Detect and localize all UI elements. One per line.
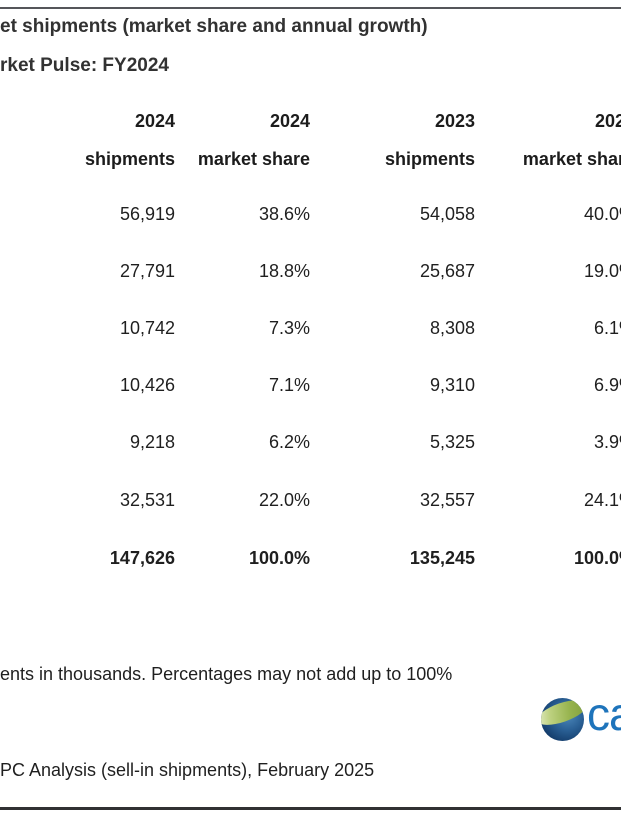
- shipments-2024-cell: 9,218: [129, 432, 175, 452]
- shipments-2023-cell: 25,687: [419, 261, 475, 281]
- shipments-2023-cell: 54,058: [419, 204, 475, 224]
- canalys-globe-icon: [541, 698, 584, 741]
- shipments-2024-cell: 10,742: [119, 318, 175, 338]
- col2-year-header: 2024: [269, 111, 310, 131]
- shipments-2023-cell: 5,325: [429, 432, 475, 452]
- shipments-2024-cell: 32,531: [119, 490, 175, 510]
- table-row: 27,791 18.8% 25,687 19.0%: [0, 260, 621, 282]
- total-share-2023-cell: 100.0%: [573, 548, 621, 568]
- canalys-logo: ca: [541, 688, 621, 746]
- col3-label-header: shipments: [384, 149, 475, 169]
- table-row: 56,919 38.6% 54,058 40.0%: [0, 203, 621, 225]
- share-2024-cell: 38.6%: [258, 204, 310, 224]
- shipments-2023-cell: 8,308: [429, 318, 475, 338]
- share-2023-cell: 6.1%: [593, 318, 621, 338]
- total-shipments-2023-cell: 135,245: [409, 548, 475, 568]
- share-2023-cell: 3.9%: [593, 432, 621, 452]
- table-header-year-row: 2024 2024 2023 2023: [0, 110, 621, 132]
- top-divider: [0, 7, 621, 9]
- table-header-label-row: shipments market share shipments market …: [0, 148, 621, 170]
- share-2023-cell: 6.9%: [593, 375, 621, 395]
- col4-year-header: 2023: [594, 111, 621, 131]
- total-shipments-2024-cell: 147,626: [109, 548, 175, 568]
- col2-label-header: market share: [197, 149, 310, 169]
- table-footnote: ents in thousands. Percentages may not a…: [0, 664, 453, 684]
- source-line: PC Analysis (sell-in shipments), Februar…: [0, 760, 375, 780]
- share-2023-cell: 40.0%: [583, 204, 621, 224]
- canalys-logo-text: ca: [587, 688, 621, 740]
- bottom-divider: [0, 807, 621, 810]
- share-2023-cell: 24.1%: [583, 490, 621, 510]
- share-2024-cell: 6.2%: [268, 432, 310, 452]
- col4-label-header: market share: [522, 149, 621, 169]
- share-2024-cell: 22.0%: [258, 490, 310, 510]
- page-title: et shipments (market share and annual gr…: [0, 16, 428, 37]
- share-2024-cell: 7.1%: [268, 375, 310, 395]
- col1-label-header: shipments: [84, 149, 175, 169]
- page-subtitle: rket Pulse: FY2024: [0, 55, 169, 76]
- share-2024-cell: 18.8%: [258, 261, 310, 281]
- table-row: 9,218 6.2% 5,325 3.9%: [0, 431, 621, 453]
- shipments-2024-cell: 56,919: [119, 204, 175, 224]
- globe-swoosh-shape: [541, 698, 584, 730]
- table-row: 10,742 7.3% 8,308 6.1%: [0, 317, 621, 339]
- table-row: 32,531 22.0% 32,557 24.1%: [0, 489, 621, 511]
- share-2024-cell: 7.3%: [268, 318, 310, 338]
- total-share-2024-cell: 100.0%: [248, 548, 310, 568]
- share-2023-cell: 19.0%: [583, 261, 621, 281]
- col3-year-header: 2023: [434, 111, 475, 131]
- shipments-2024-cell: 10,426: [119, 375, 175, 395]
- table-total-row: 147,626 100.0% 135,245 100.0%: [0, 547, 621, 569]
- table-row: 10,426 7.1% 9,310 6.9%: [0, 374, 621, 396]
- shipments-2023-cell: 9,310: [429, 375, 475, 395]
- col1-year-header: 2024: [134, 111, 175, 131]
- shipments-2023-cell: 32,557: [419, 490, 475, 510]
- shipments-2024-cell: 27,791: [119, 261, 175, 281]
